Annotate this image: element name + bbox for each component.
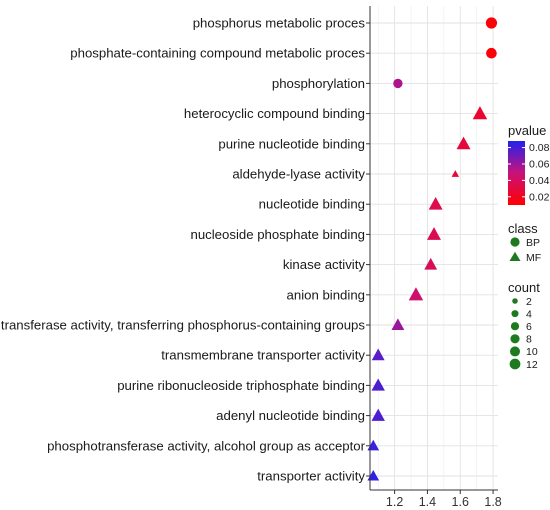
point-mf <box>451 170 460 177</box>
colorbar-tick-label: 0.02 <box>529 191 550 203</box>
legend-count-symbol <box>510 322 520 331</box>
y-tick-label: heterocyclic compound binding <box>184 106 365 121</box>
legend-class-label: MF <box>526 252 541 264</box>
point-bp <box>486 47 497 59</box>
y-tick-label: phosphorus metabolic proces <box>193 16 366 31</box>
legend-count-label: 2 <box>526 296 532 308</box>
point-mf <box>408 287 424 301</box>
point-mf <box>371 378 385 391</box>
point-mf <box>371 348 385 361</box>
legend-count-symbol <box>509 346 521 357</box>
legend-count-title: count <box>508 280 540 295</box>
legend-count-label: 10 <box>526 346 538 358</box>
legend-count-symbol <box>510 334 520 344</box>
y-tick-label: transporter activity <box>257 469 365 484</box>
point-mf <box>427 227 441 240</box>
y-tick-label: phosphate-containing compound metabolic … <box>70 46 365 61</box>
y-tick-label: phosphotransferase activity, alcohol gro… <box>47 438 366 453</box>
axes <box>369 6 498 491</box>
y-tick-label: phosphorylation <box>272 76 365 91</box>
point-mf <box>391 318 405 331</box>
legend-count-label: 4 <box>526 308 532 320</box>
pvalue-colorbar <box>508 141 525 205</box>
legend-bp-symbol <box>510 237 520 247</box>
grid-lines <box>370 6 498 490</box>
legend-count-label: 12 <box>526 359 538 371</box>
point-mf <box>472 106 488 120</box>
y-tick-label: nucleoside phosphate binding <box>190 227 365 242</box>
legend-count-symbol <box>509 358 521 370</box>
y-tick-label: purine nucleotide binding <box>218 136 365 151</box>
y-tick-label: transmembrane transporter activity <box>161 348 365 363</box>
legend-count-symbol <box>511 310 519 318</box>
y-tick-label: transferase activity, transferring phosp… <box>1 318 365 333</box>
legend-class-label: BP <box>526 237 540 249</box>
point-bp <box>485 17 498 29</box>
point-mf <box>371 408 385 421</box>
point-bp <box>393 78 403 89</box>
colorbar-tick-label: 0.08 <box>529 142 550 154</box>
point-mf <box>428 196 443 210</box>
x-tick-label: 1.4 <box>419 495 436 509</box>
legend-count-label: 8 <box>526 334 532 346</box>
legend-class-title: class <box>508 221 538 236</box>
data-points <box>367 17 498 481</box>
plot-panel <box>370 6 498 490</box>
legend-count-symbol <box>512 298 518 304</box>
x-tick-label: 1.6 <box>452 495 469 509</box>
y-tick-label: adenyl nucleotide binding <box>216 408 365 423</box>
x-tick-label: 1.8 <box>484 495 501 509</box>
x-tick-label: 1.2 <box>386 495 403 509</box>
x-axis-ticks: 1.2 1.4 1.6 1.8 <box>386 490 502 509</box>
colorbar-tick-label: 0.04 <box>529 175 550 187</box>
legend-pvalue-title: pvalue <box>508 123 546 138</box>
y-axis-labels: phosphorus metabolic proces phosphate-con… <box>1 16 370 484</box>
point-mf <box>456 136 471 150</box>
y-tick-label: nucleotide binding <box>259 197 365 212</box>
y-tick-label: purine ribonucleoside triphosphate bindi… <box>117 378 365 393</box>
y-tick-label: anion binding <box>287 287 365 302</box>
y-tick-label: kinase activity <box>283 257 365 272</box>
point-mf <box>424 257 438 270</box>
colorbar-tick-label: 0.06 <box>529 158 550 170</box>
legend-count-label: 6 <box>526 321 532 333</box>
legend-mf-symbol <box>509 251 521 261</box>
y-tick-label: aldehyde-lyase activity <box>232 167 365 182</box>
